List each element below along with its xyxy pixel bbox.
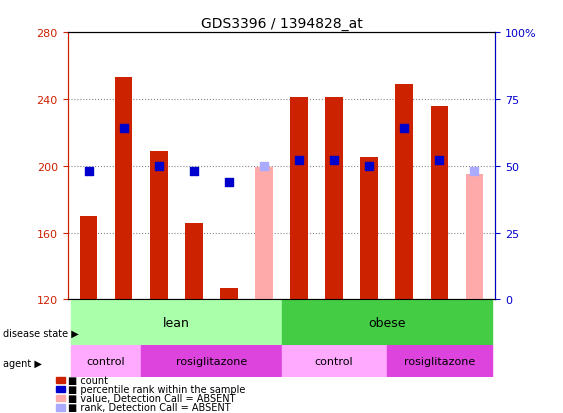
Point (225, 179, 234, 186)
Point (435, 158, 444, 164)
Bar (71, 346, 141, 377)
Bar (431, 107, 448, 300)
Point (84, 169, 93, 175)
Bar (325, 98, 343, 300)
Bar (115, 78, 132, 300)
Bar (255, 168, 272, 300)
Bar (395, 85, 413, 300)
Text: obese: obese (368, 316, 405, 329)
Text: ■ count: ■ count (68, 375, 108, 385)
Bar (360, 158, 378, 300)
Text: control: control (315, 356, 354, 366)
Text: rosiglitazone: rosiglitazone (176, 356, 247, 366)
Bar (291, 98, 308, 300)
Point (470, 169, 479, 175)
Bar (282, 346, 387, 377)
Point (189, 169, 198, 175)
Point (119, 126, 128, 132)
Bar (141, 346, 282, 377)
Point (260, 163, 269, 170)
Bar (220, 288, 238, 300)
Bar (185, 223, 203, 300)
Point (294, 158, 303, 164)
Point (154, 163, 163, 170)
Bar (282, 300, 492, 346)
Title: GDS3396 / 1394828_at: GDS3396 / 1394828_at (200, 17, 363, 31)
Bar (387, 346, 492, 377)
Text: rosiglitazone: rosiglitazone (404, 356, 475, 366)
Text: agent ▶: agent ▶ (3, 358, 42, 368)
Text: control: control (87, 356, 126, 366)
Text: lean: lean (163, 316, 190, 329)
Bar (80, 216, 97, 300)
Point (400, 126, 409, 132)
Point (329, 158, 338, 164)
Point (365, 163, 374, 170)
Text: ■ rank, Detection Call = ABSENT: ■ rank, Detection Call = ABSENT (68, 402, 230, 412)
Bar (71, 300, 282, 346)
Text: disease state ▶: disease state ▶ (3, 328, 79, 337)
Bar (466, 175, 483, 300)
Text: ■ percentile rank within the sample: ■ percentile rank within the sample (68, 384, 245, 394)
Bar (150, 152, 168, 300)
Text: ■ value, Detection Call = ABSENT: ■ value, Detection Call = ABSENT (68, 393, 235, 403)
